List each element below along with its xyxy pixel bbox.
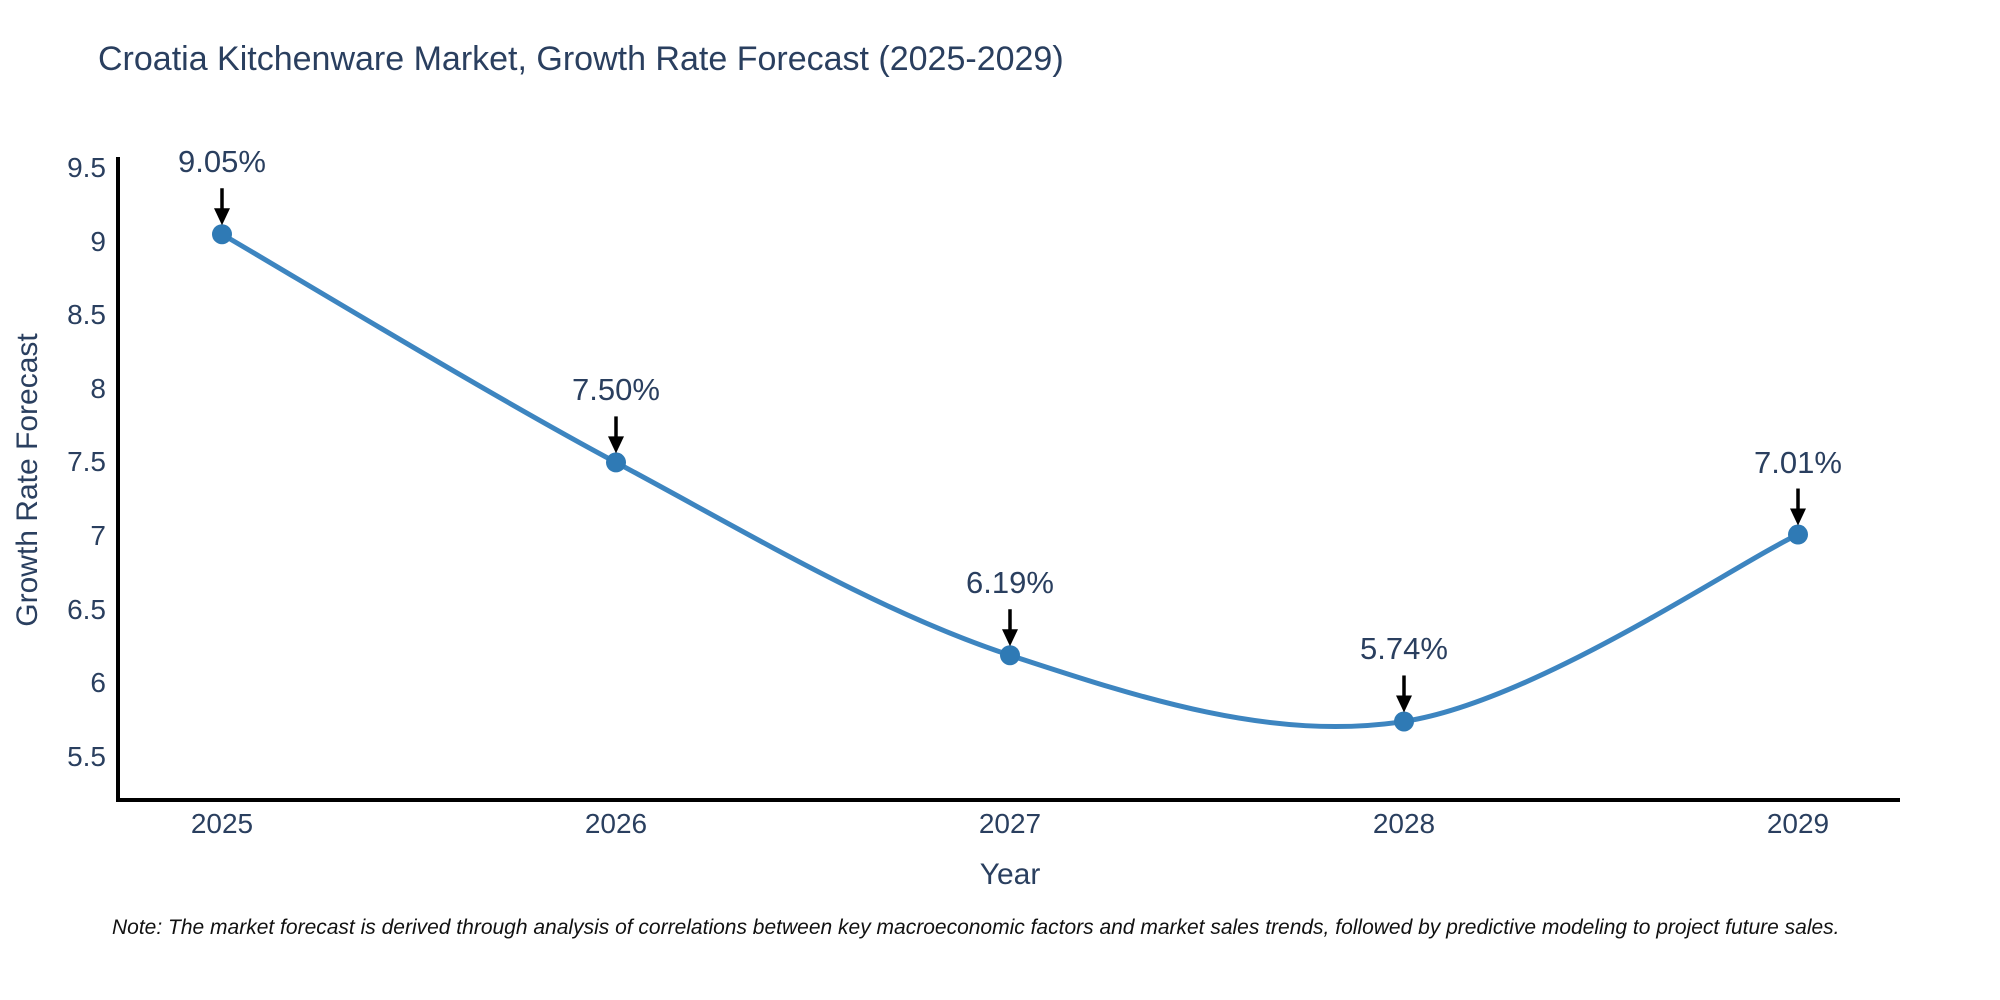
data-point-label: 7.50% bbox=[572, 372, 660, 408]
data-point-label: 9.05% bbox=[178, 144, 266, 180]
data-point-label: 5.74% bbox=[1360, 631, 1448, 667]
x-axis-title: Year bbox=[979, 858, 1041, 891]
annotation-arrowhead bbox=[608, 436, 624, 454]
x-tick-label: 2028 bbox=[1372, 808, 1436, 839]
y-tick-label: 9.5 bbox=[67, 152, 106, 183]
y-tick-label: 7 bbox=[90, 520, 106, 551]
data-point-label: 7.01% bbox=[1754, 444, 1842, 480]
x-tick-label: 2026 bbox=[584, 808, 648, 839]
y-tick-label: 5.5 bbox=[67, 740, 106, 772]
data-point-label: 6.19% bbox=[966, 565, 1054, 601]
x-tick-label: 2025 bbox=[190, 808, 254, 839]
chart-title: Croatia Kitchenware Market, Growth Rate … bbox=[98, 40, 1064, 78]
y-tick-label: 6 bbox=[90, 667, 106, 699]
y-tick-label: 7.5 bbox=[67, 446, 106, 478]
y-tick-label: 8.5 bbox=[67, 299, 106, 331]
data-point-marker bbox=[212, 224, 232, 245]
x-tick-label: 2029 bbox=[1766, 808, 1830, 839]
annotation-arrowhead bbox=[1790, 508, 1806, 526]
y-tick-label: 8 bbox=[90, 372, 106, 404]
data-point-marker bbox=[1000, 645, 1020, 666]
annotation-arrowhead bbox=[214, 208, 230, 226]
x-tick-label: 2027 bbox=[978, 808, 1042, 839]
footnote: Note: The market forecast is derived thr… bbox=[112, 916, 1840, 939]
y-tick-label: 9 bbox=[90, 225, 106, 257]
y-tick-label: 6.5 bbox=[67, 593, 106, 625]
data-point-marker bbox=[1394, 711, 1414, 732]
annotation-arrowhead bbox=[1002, 629, 1018, 647]
annotation-arrowhead bbox=[1396, 695, 1412, 713]
data-point-marker bbox=[606, 452, 626, 473]
data-point-marker bbox=[1788, 524, 1808, 545]
